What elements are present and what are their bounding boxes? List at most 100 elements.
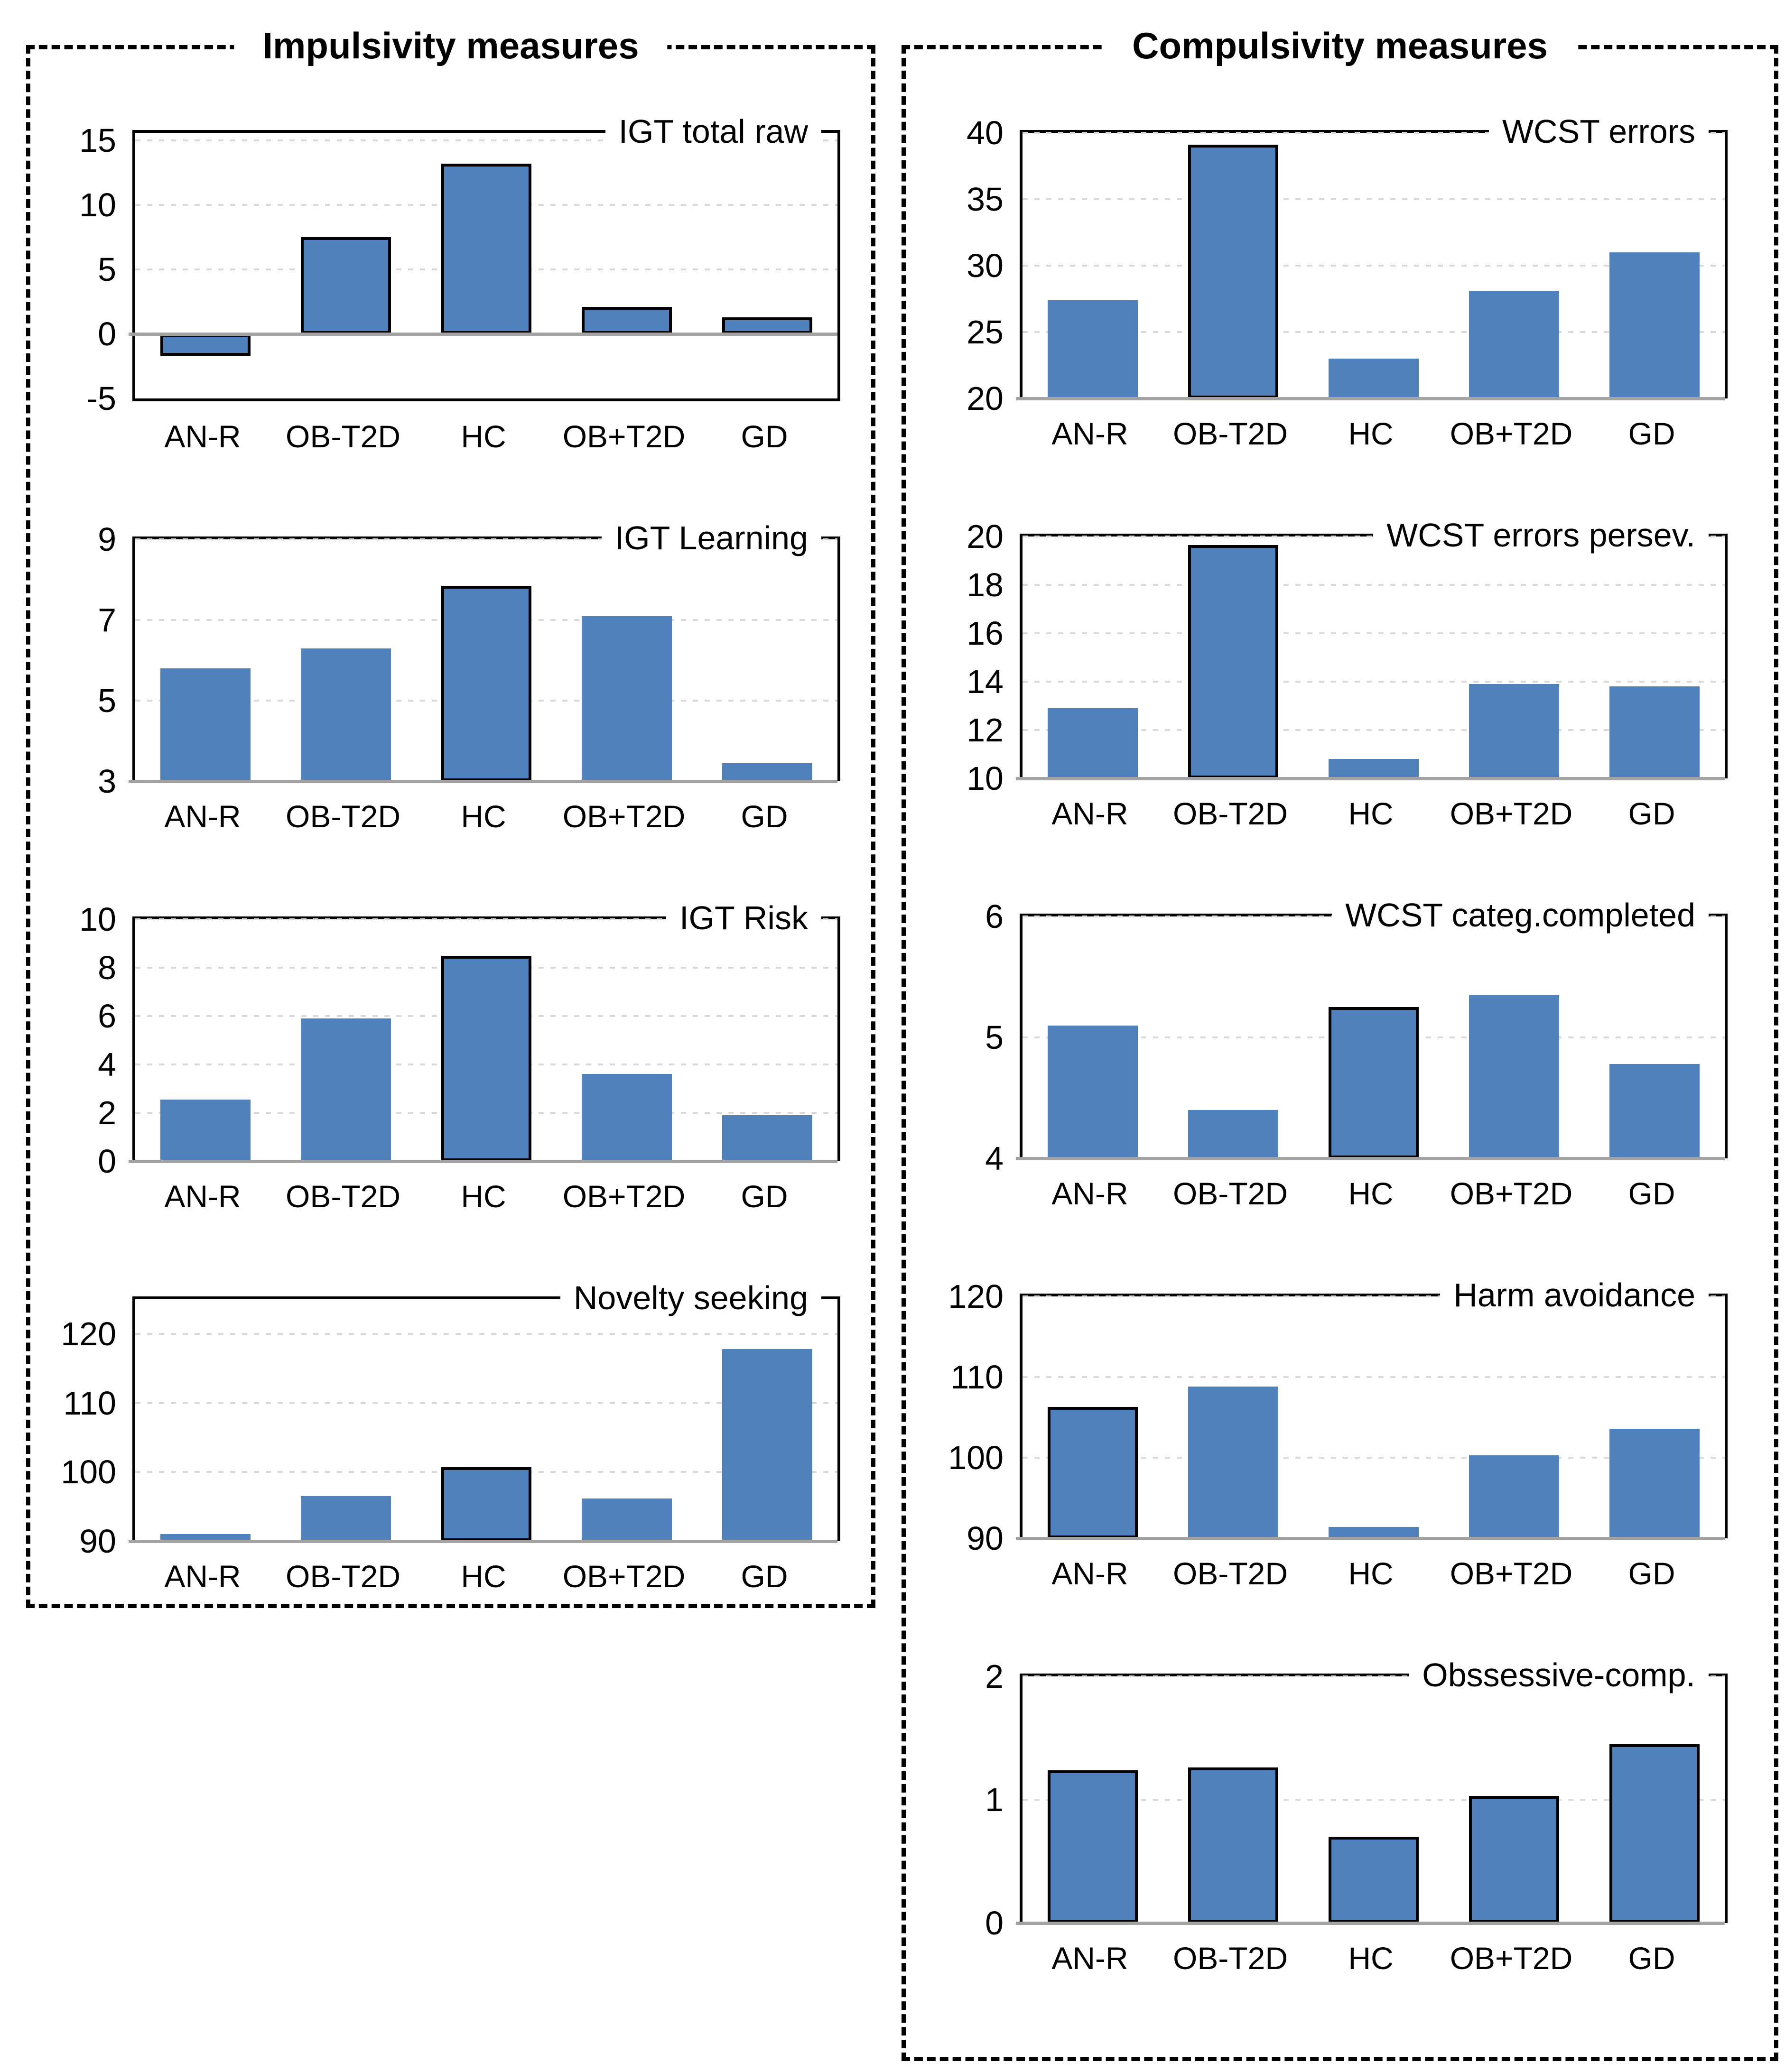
y-tick-label: 120 bbox=[948, 1278, 1004, 1315]
bar-ob-t2d bbox=[1188, 1110, 1278, 1158]
bar-ob-t2d bbox=[301, 1496, 391, 1541]
bar-an-r bbox=[160, 1534, 251, 1541]
category-labels: AN-R OB-T2D HC OB+T2D GD bbox=[1020, 1158, 1722, 1222]
x-category-label: AN-R bbox=[1051, 1176, 1128, 1211]
plot-area: 20 18 16 14 12 10 WCST errors persev. bbox=[967, 516, 1728, 795]
gridline bbox=[135, 139, 837, 142]
chart-wcst-errors: 40 35 30 25 20 WCST errors AN-R OB-T2D HC OB+T2D G… bbox=[906, 112, 1774, 462]
bar-gd bbox=[1609, 1744, 1700, 1923]
y-tick-label: 7 bbox=[98, 601, 116, 638]
gridline bbox=[135, 1332, 837, 1335]
gridline bbox=[1023, 132, 1725, 134]
x-category-label: GD bbox=[1628, 1556, 1675, 1591]
x-category-label: OB+T2D bbox=[1450, 796, 1573, 831]
bar-gd bbox=[1609, 1428, 1700, 1538]
chart-title: IGT Learning bbox=[601, 518, 821, 557]
bar-an-r bbox=[1048, 300, 1138, 398]
x-category-label: OB+T2D bbox=[562, 419, 686, 454]
x-category-label: HC bbox=[461, 799, 506, 834]
category-labels: AN-R OB-T2D HC OB+T2D GD bbox=[132, 781, 835, 845]
x-axis-line bbox=[1016, 1537, 1725, 1540]
chart-igt-total-raw: 15 10 5 0 -5 IGT total raw AN-R OB-T2D HC OB+T2D G… bbox=[30, 112, 871, 465]
x-category-label: HC bbox=[461, 1179, 506, 1214]
bar-ob-t2d bbox=[1188, 1767, 1278, 1923]
x-axis-line bbox=[129, 1160, 837, 1163]
bar-an-r bbox=[1048, 1025, 1138, 1158]
x-category-label: HC bbox=[1348, 416, 1394, 451]
category-labels: AN-R OB-T2D HC OB+T2D GD bbox=[1020, 1538, 1722, 1602]
gridline bbox=[1023, 331, 1725, 333]
plot-area: 120 110 100 90 Novelty seeking bbox=[61, 1278, 840, 1558]
x-category-label: HC bbox=[461, 419, 506, 454]
bar-gd bbox=[722, 317, 812, 334]
gridline bbox=[1023, 198, 1725, 200]
chart-title: Harm avoidance bbox=[1440, 1276, 1709, 1314]
y-tick-label: 100 bbox=[948, 1439, 1004, 1476]
bar-an-r bbox=[1048, 1770, 1138, 1923]
x-category-label: AN-R bbox=[1051, 1941, 1128, 1976]
gridline bbox=[135, 538, 837, 540]
plot-area: 120 110 100 90 Harm avoidance bbox=[948, 1276, 1728, 1555]
bar-hc bbox=[441, 585, 531, 781]
bar-ob-t2d bbox=[582, 306, 672, 334]
bar-gd bbox=[1609, 686, 1700, 778]
y-tick-label: 30 bbox=[967, 247, 1004, 284]
x-axis-line bbox=[129, 333, 837, 336]
x-category-label: OB-T2D bbox=[1172, 1556, 1288, 1591]
y-tick-label: 0 bbox=[985, 1905, 1004, 1942]
x-category-label: HC bbox=[1348, 1941, 1394, 1976]
x-category-label: GD bbox=[741, 1179, 788, 1214]
bar-hc bbox=[441, 164, 531, 334]
y-tick-label: 110 bbox=[63, 1384, 116, 1422]
bar-ob-t2d bbox=[1188, 545, 1278, 778]
y-tick-label: 5 bbox=[98, 251, 116, 288]
x-axis-line bbox=[1016, 777, 1725, 780]
x-category-label: OB-T2D bbox=[1172, 1176, 1288, 1211]
bar-gd bbox=[722, 1349, 812, 1541]
y-tick-label: 90 bbox=[967, 1520, 1004, 1557]
panel-title-impulsivity: Impulsivity measures bbox=[234, 24, 668, 68]
y-tick-label: 1 bbox=[985, 1781, 1004, 1818]
y-tick-label: 20 bbox=[967, 380, 1004, 417]
x-category-label: GD bbox=[741, 1559, 788, 1594]
plot-area: 40 35 30 25 20 WCST errors bbox=[967, 112, 1728, 415]
x-category-label: OB-T2D bbox=[1172, 416, 1288, 451]
y-tick-label: 10 bbox=[79, 901, 116, 938]
chart-title: WCST categ.completed bbox=[1332, 896, 1709, 934]
x-category-label: AN-R bbox=[164, 799, 241, 834]
x-axis-line bbox=[1016, 397, 1725, 400]
bar-ob-t2d bbox=[301, 648, 391, 781]
x-category-label: AN-R bbox=[1051, 1556, 1128, 1591]
y-tick-label: 3 bbox=[98, 763, 116, 800]
y-tick-label: -5 bbox=[86, 380, 116, 417]
bar-gd bbox=[1609, 252, 1700, 398]
y-tick-label: 40 bbox=[967, 114, 1004, 151]
x-axis-line bbox=[129, 780, 837, 783]
chart-wcst-errors-persev: 20 18 16 14 12 10 WCST errors persev. AN-R OB-T2… bbox=[906, 516, 1774, 842]
category-labels: AN-R OB-T2D HC OB+T2D GD bbox=[1020, 398, 1722, 462]
gridline bbox=[135, 918, 837, 920]
bar-hc bbox=[1329, 1007, 1419, 1158]
x-category-label: GD bbox=[741, 799, 788, 834]
bar-ob-t2d bbox=[582, 1074, 672, 1161]
bar-an-r bbox=[1048, 1406, 1138, 1538]
y-tick-label: 35 bbox=[967, 181, 1004, 218]
y-tick-label: 4 bbox=[985, 1140, 1004, 1177]
y-tick-label: 25 bbox=[967, 314, 1004, 351]
y-tick-label: 2 bbox=[98, 1094, 116, 1131]
bar-ob-t2d bbox=[1469, 684, 1559, 778]
x-axis-line bbox=[1016, 1157, 1725, 1160]
x-category-label: GD bbox=[1628, 416, 1675, 451]
chart-title: WCST errors persev. bbox=[1373, 516, 1709, 554]
plot-area: 2 1 0 Obssessive-comp. bbox=[985, 1656, 1728, 1940]
y-tick-label: 14 bbox=[967, 663, 1004, 700]
y-tick-label: 120 bbox=[61, 1315, 116, 1352]
x-category-label: OB+T2D bbox=[1450, 416, 1573, 451]
gridline bbox=[1023, 681, 1725, 683]
x-category-label: AN-R bbox=[164, 1559, 241, 1594]
y-tick-label: 8 bbox=[98, 949, 116, 986]
gridline bbox=[1023, 265, 1725, 267]
x-category-label: OB-T2D bbox=[1172, 1941, 1288, 1976]
bar-hc bbox=[1329, 1527, 1419, 1538]
x-category-label: GD bbox=[741, 419, 788, 454]
